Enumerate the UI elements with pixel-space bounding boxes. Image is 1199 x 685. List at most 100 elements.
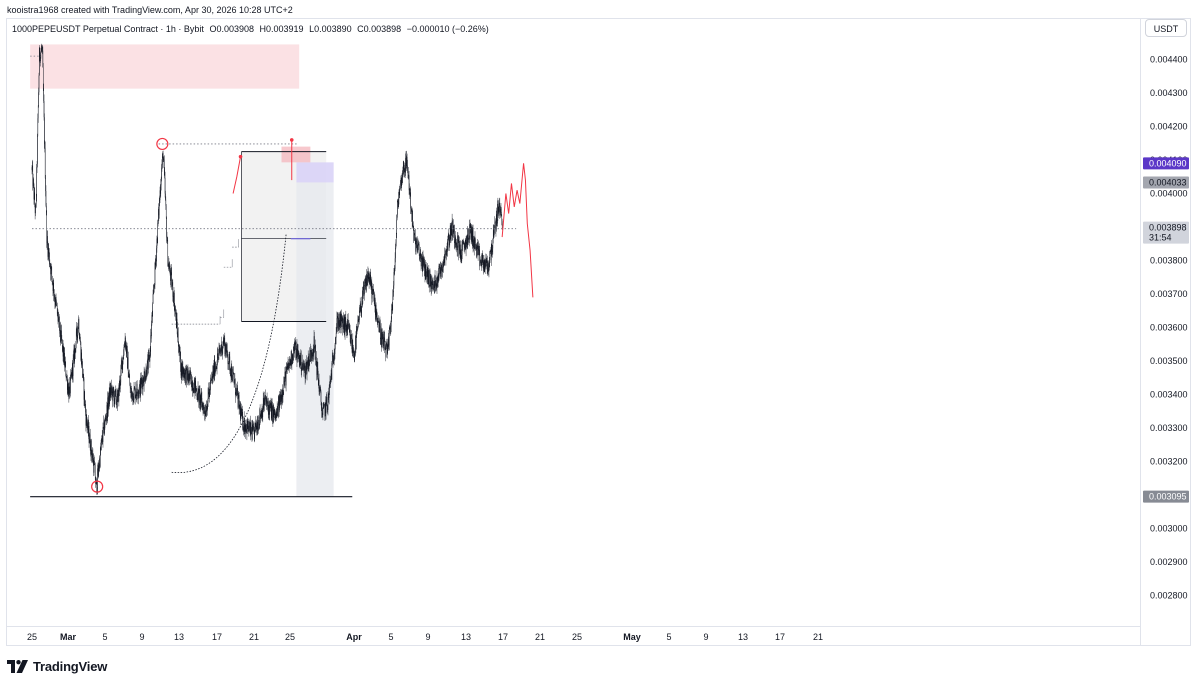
candle-body xyxy=(53,282,54,295)
candle-body xyxy=(337,316,338,319)
candle-body xyxy=(176,312,177,328)
candle-body xyxy=(240,406,241,419)
candle-body xyxy=(200,395,201,406)
candle-body xyxy=(420,253,421,256)
candle-body xyxy=(136,394,137,396)
candle-body xyxy=(193,388,194,393)
currency-button[interactable]: USDT xyxy=(1145,19,1187,37)
candle-body xyxy=(456,245,458,250)
candle-body xyxy=(463,242,464,244)
x-tick-label: 17 xyxy=(775,632,785,642)
candle-body xyxy=(243,417,245,428)
candle-body xyxy=(277,408,279,417)
candle-body xyxy=(55,302,56,305)
candle-body xyxy=(130,387,131,389)
candle-body xyxy=(386,343,387,346)
candle-body xyxy=(357,329,358,331)
candle-body xyxy=(89,442,90,444)
candle-body xyxy=(187,370,189,381)
candle-body xyxy=(229,356,231,372)
candle-body xyxy=(128,376,129,378)
candle-body xyxy=(287,362,289,369)
candle-body xyxy=(421,258,422,267)
candle-body xyxy=(405,157,406,173)
candle-body xyxy=(460,244,461,258)
candle-body xyxy=(338,324,340,328)
candle-body xyxy=(451,228,452,236)
candle-body xyxy=(253,426,255,431)
candle-body xyxy=(319,387,321,391)
candle-body xyxy=(298,352,299,355)
candle-body xyxy=(292,354,293,364)
candle-body xyxy=(32,165,34,186)
candle-body xyxy=(381,329,382,348)
candle-body xyxy=(80,341,81,343)
candle-body xyxy=(171,284,173,287)
candle-body xyxy=(487,263,489,274)
candle-body xyxy=(259,424,260,426)
candle-body xyxy=(400,180,401,185)
candle-body xyxy=(248,426,250,432)
candle-body xyxy=(66,376,67,379)
candle-body xyxy=(140,377,142,389)
tradingview-logo[interactable]: TradingView xyxy=(7,657,107,675)
candle-body xyxy=(36,196,37,205)
candle-body xyxy=(146,360,148,376)
candle-body xyxy=(216,366,217,367)
candle-body xyxy=(406,156,407,166)
candle-body xyxy=(103,426,104,428)
candle-body xyxy=(104,427,105,434)
candle-body xyxy=(67,376,68,390)
candle-body xyxy=(267,405,269,415)
candle-body xyxy=(172,282,174,297)
candle-body xyxy=(211,376,213,378)
candle-body xyxy=(44,117,45,145)
candle-body xyxy=(432,280,434,282)
candle-body xyxy=(139,385,140,394)
candle-body xyxy=(489,251,490,262)
candle-body xyxy=(101,436,103,439)
candle-body xyxy=(125,337,126,348)
candle-body xyxy=(440,267,441,277)
candle-body xyxy=(105,418,106,420)
swing-circle xyxy=(91,480,104,493)
candle-body xyxy=(395,242,397,248)
candle-body xyxy=(194,377,196,393)
candle-body xyxy=(207,401,208,409)
candle-body xyxy=(130,388,132,398)
candle-body xyxy=(380,325,381,339)
candle-body xyxy=(345,317,346,321)
candle-body xyxy=(101,438,102,446)
candle-body xyxy=(152,303,153,317)
candle-body xyxy=(278,397,280,411)
candle-body xyxy=(299,355,300,362)
symbol-name[interactable]: 1000PEPEUSDT Perpetual Contract · 1h · B… xyxy=(12,24,204,34)
candle-body xyxy=(112,387,114,402)
candle-body xyxy=(191,386,193,391)
candle-body xyxy=(442,261,444,267)
candle-body xyxy=(387,344,389,347)
candle-body xyxy=(163,158,164,162)
candle-body xyxy=(290,360,291,365)
candle-body xyxy=(373,289,375,300)
candle-body xyxy=(293,347,295,352)
candle-body xyxy=(111,385,112,391)
candle-body xyxy=(300,352,302,372)
candle-body xyxy=(315,357,317,360)
candle-body xyxy=(447,241,449,246)
candle-body xyxy=(99,458,101,467)
candle-body xyxy=(344,320,346,334)
candle-body xyxy=(471,230,473,241)
candle-body xyxy=(76,327,77,332)
candle-body xyxy=(151,324,152,337)
candle-body xyxy=(300,355,301,366)
time-axis-separator xyxy=(6,626,1140,627)
candle-body xyxy=(123,354,124,360)
candle-body xyxy=(282,390,283,397)
candle-body xyxy=(264,398,265,406)
candle-body xyxy=(257,422,259,431)
candle-body xyxy=(96,480,98,493)
candle-body xyxy=(145,367,147,375)
candle-body xyxy=(207,408,208,411)
